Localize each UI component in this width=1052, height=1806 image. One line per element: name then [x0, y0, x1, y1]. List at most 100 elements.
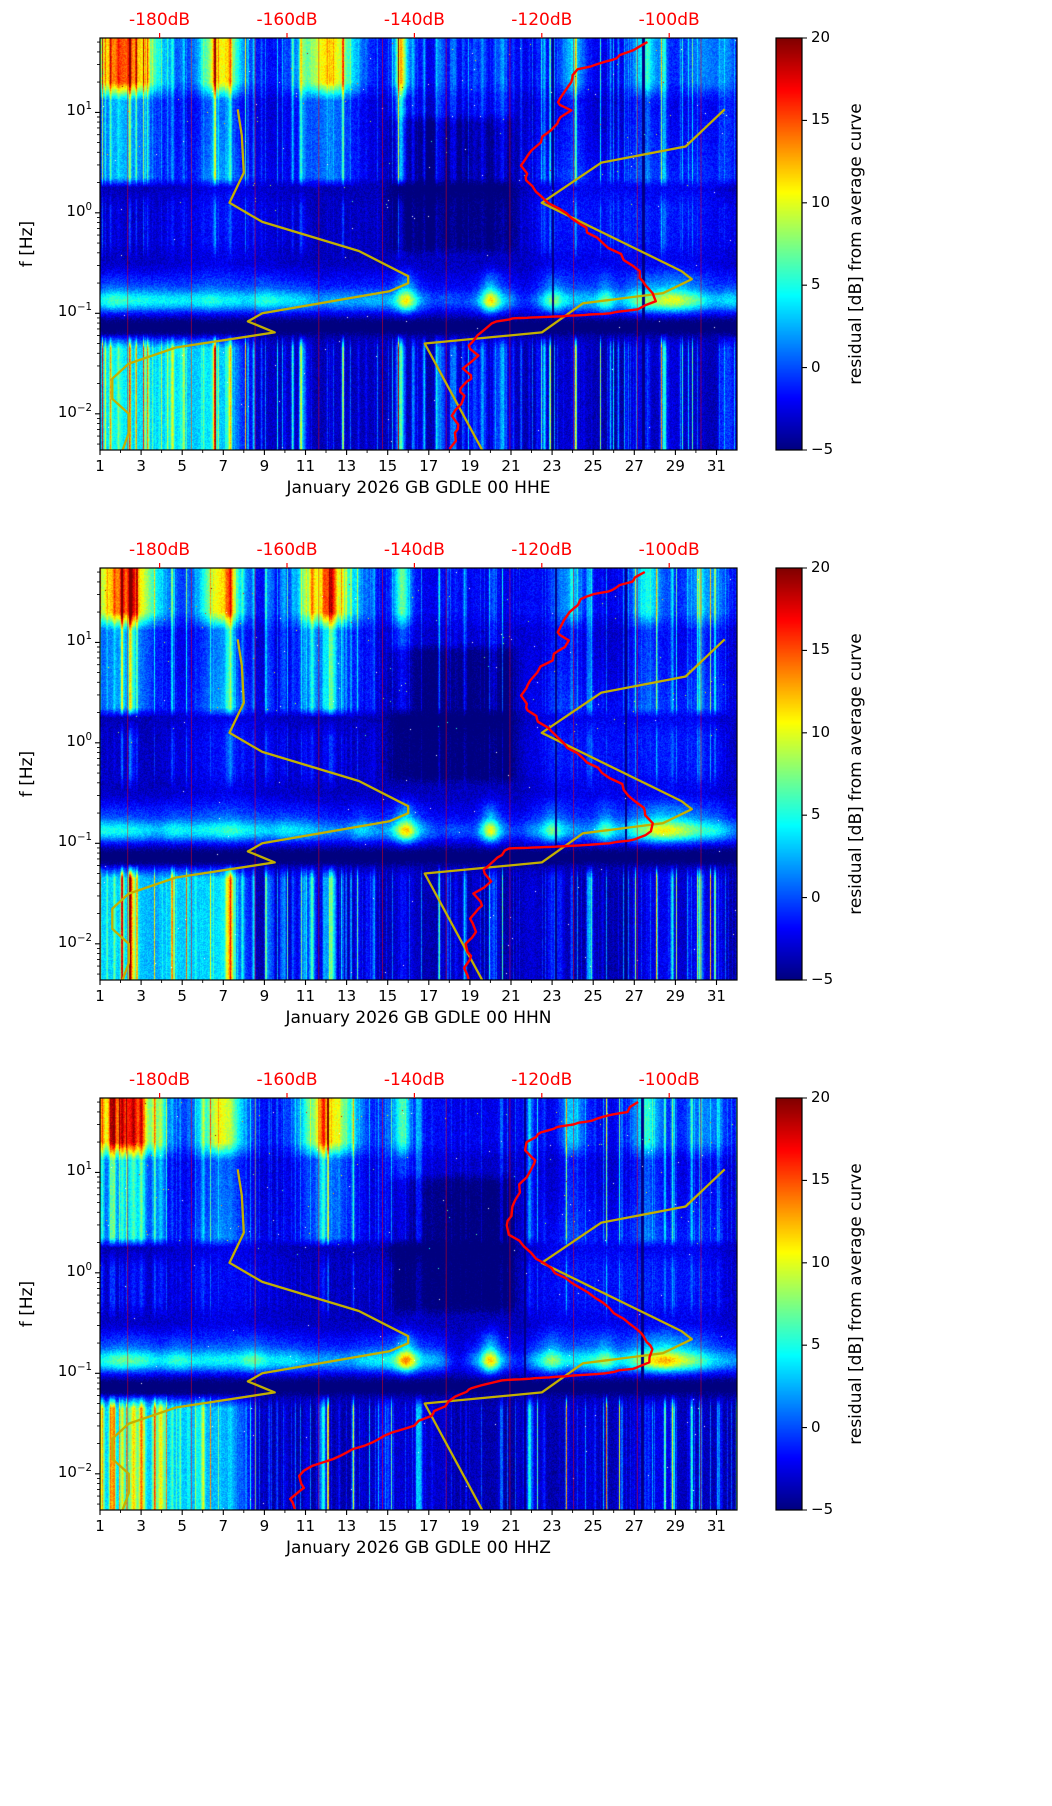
y-tick-label: 10−2: [38, 403, 92, 421]
colorbar-label: residual [dB] from average curve: [846, 103, 866, 385]
x-tick-label: 27: [624, 457, 644, 475]
colorbar-tick-label: 10: [811, 1252, 831, 1271]
x-tick-label: 3: [136, 987, 146, 1005]
x-tick-label: 7: [218, 987, 229, 1005]
colorbar-tick-label: 10: [811, 192, 831, 211]
colorbar-tick-label: 20: [811, 1088, 831, 1106]
y-tick-exponent: 0: [85, 1261, 92, 1273]
x-tick-label: 25: [583, 1517, 603, 1535]
x-major-ticks: [99, 980, 718, 985]
x-major-ticks: [99, 1510, 718, 1515]
x-tick-label: 17: [419, 987, 439, 1005]
top-axis-label: -180dB: [129, 1070, 191, 1090]
colorbar-gradient: [776, 568, 802, 980]
x-tick-label: 31: [706, 457, 726, 475]
colorbar-tick-label: 15: [811, 110, 831, 129]
top-axis-label: -120dB: [511, 1070, 573, 1090]
top-axis-label: -120dB: [511, 540, 573, 560]
y-tick-base: 10: [66, 101, 86, 120]
y-axis-label: f [Hz]: [17, 220, 37, 268]
x-tick-label: 13: [337, 1517, 357, 1535]
x-tick-label: 19: [460, 457, 480, 475]
x-tick-label: 5: [177, 1517, 187, 1535]
y-tick-label: 10−1: [38, 832, 92, 850]
y-tick-label: 10−2: [38, 933, 92, 951]
spectrogram-canvas: [100, 1098, 737, 1510]
x-tick-label: 5: [177, 457, 187, 475]
y-tick-label: 10−1: [38, 1362, 92, 1380]
x-tick-label: 31: [706, 987, 726, 1005]
y-tick-exponent: −2: [76, 402, 92, 414]
x-tick-label: 1: [95, 1517, 105, 1535]
y-tick-base: 10: [57, 1462, 77, 1481]
colorbar-label: residual [dB] from average curve: [846, 1163, 866, 1445]
x-tick-label: 1: [95, 457, 105, 475]
x-tick-label: 9: [259, 457, 270, 475]
top-axis-label: -160dB: [256, 10, 318, 30]
y-tick-label: 101: [38, 631, 92, 649]
y-tick-base: 10: [57, 1362, 77, 1381]
y-tick-exponent: −1: [76, 832, 92, 844]
top-axis-label: -180dB: [129, 10, 191, 30]
colorbar-tick-label: 0: [811, 887, 821, 906]
y-tick-exponent: −1: [76, 1362, 92, 1374]
top-axis-label: -100dB: [638, 1070, 700, 1090]
x-tick-label: 21: [501, 1517, 521, 1535]
y-tick-exponent: 1: [85, 1161, 92, 1173]
top-axis-label: -180dB: [129, 540, 191, 560]
colorbar-tick-label: −5: [811, 1500, 834, 1518]
x-minor-ticks: [120, 980, 697, 983]
top-axis-label: -140dB: [383, 10, 445, 30]
x-tick-label: 13: [337, 457, 357, 475]
x-tick-label: 15: [378, 457, 398, 475]
x-tick-label: 23: [542, 457, 562, 475]
y-tick-exponent: 1: [85, 101, 92, 113]
plot-title: January 2026 GB GDLE 00 HHZ: [286, 1538, 551, 1558]
x-tick-label: 25: [583, 457, 603, 475]
x-minor-ticks: [120, 450, 697, 453]
x-tick-label: 9: [259, 987, 270, 1005]
y-tick-base: 10: [57, 932, 77, 951]
y-tick-base: 10: [66, 201, 86, 220]
y-tick-base: 10: [57, 832, 77, 851]
colorbar-tick-label: 15: [811, 1170, 831, 1189]
y-tick-label: 100: [38, 732, 92, 750]
x-tick-label: 7: [218, 457, 229, 475]
x-tick-label: 23: [542, 987, 562, 1005]
colorbar-gradient: [776, 1098, 802, 1510]
top-axis-label: -100dB: [638, 540, 700, 560]
y-axis-label: f [Hz]: [17, 1280, 37, 1328]
x-tick-label: 11: [295, 457, 316, 475]
y-tick-base: 10: [66, 731, 86, 750]
colorbar-label: residual [dB] from average curve: [846, 633, 866, 915]
y-tick-exponent: 0: [85, 731, 92, 743]
x-tick-label: 27: [624, 987, 644, 1005]
top-axis-label: -140dB: [383, 1070, 445, 1090]
x-tick-label: 31: [706, 1517, 726, 1535]
spectrogram-canvas: [100, 568, 737, 980]
y-axis-label: f [Hz]: [17, 750, 37, 798]
colorbar-ticks: [802, 1097, 807, 1511]
colorbar-tick-label: 20: [811, 558, 831, 576]
colorbar-tick-label: 20: [811, 28, 831, 46]
y-tick-base: 10: [66, 631, 86, 650]
colorbar-tick-label: 10: [811, 722, 831, 741]
y-tick-label: 101: [38, 1161, 92, 1179]
y-tick-base: 10: [57, 402, 77, 421]
plot-title: January 2026 GB GDLE 00 HHE: [286, 478, 551, 498]
colorbar-tick-label: 0: [811, 1417, 821, 1436]
y-tick-label: 10−1: [38, 302, 92, 320]
x-tick-label: 27: [624, 1517, 644, 1535]
x-tick-label: 15: [378, 987, 398, 1005]
colorbar-tick-label: 5: [811, 275, 821, 294]
x-tick-label: 11: [295, 987, 316, 1005]
y-tick-exponent: 1: [85, 631, 92, 643]
y-tick-exponent: −2: [76, 1462, 92, 1474]
x-tick-label: 7: [218, 1517, 229, 1535]
x-tick-label: 15: [378, 1517, 398, 1535]
y-tick-label: 101: [38, 101, 92, 119]
colorbar-tick-label: 0: [811, 357, 821, 376]
y-tick-base: 10: [57, 302, 77, 321]
colorbar-tick-label: −5: [811, 970, 834, 988]
